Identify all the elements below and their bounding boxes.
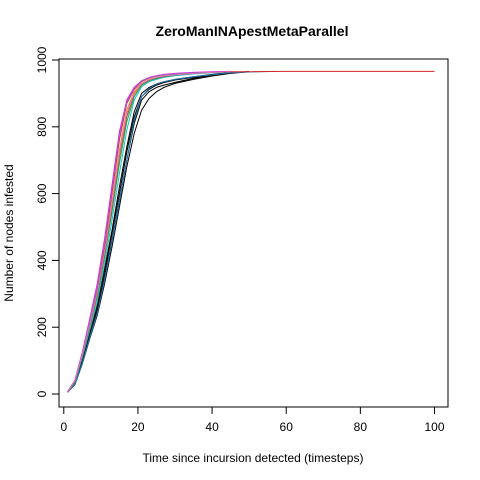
series-line-11 (67, 71, 231, 393)
series-layer (67, 70, 435, 393)
series-line-13 (67, 71, 231, 393)
series-line-7 (67, 71, 231, 393)
plot-frame (58, 58, 449, 408)
series-line-4 (67, 71, 250, 393)
y-tick-label-2: 400 (35, 250, 49, 270)
series-line-12 (67, 71, 231, 393)
x-tick-label-1: 20 (131, 420, 145, 434)
chart-title: ZeroManINApestMetaParallel (156, 23, 349, 39)
series-line-6 (67, 71, 231, 393)
x-tick-label-4: 80 (354, 420, 368, 434)
y-tick-label-4: 800 (35, 116, 49, 136)
y-axis: 0 200 400 600 800 1000 (35, 46, 59, 397)
y-tick-label-1: 200 (35, 317, 49, 337)
series-line-2 (67, 71, 250, 393)
y-axis-label: Number of nodes infested (2, 164, 16, 301)
y-tick-label-5: 1000 (35, 46, 49, 73)
y-tick-label-3: 600 (35, 183, 49, 203)
series-line-5 (67, 70, 276, 393)
x-tick-label-3: 60 (280, 420, 294, 434)
series-line-1 (67, 71, 250, 393)
x-tick-label-0: 0 (60, 420, 67, 434)
x-axis-label: Time since incursion detected (timesteps… (143, 451, 364, 465)
x-tick-label-5: 100 (424, 420, 444, 434)
series-line-3 (67, 71, 250, 393)
x-axis: 0 20 40 60 80 100 (60, 407, 445, 434)
x-tick-label-2: 40 (205, 420, 219, 434)
series-line-10 (67, 70, 231, 393)
y-tick-label-0: 0 (35, 390, 49, 397)
series-line-8 (67, 70, 231, 393)
